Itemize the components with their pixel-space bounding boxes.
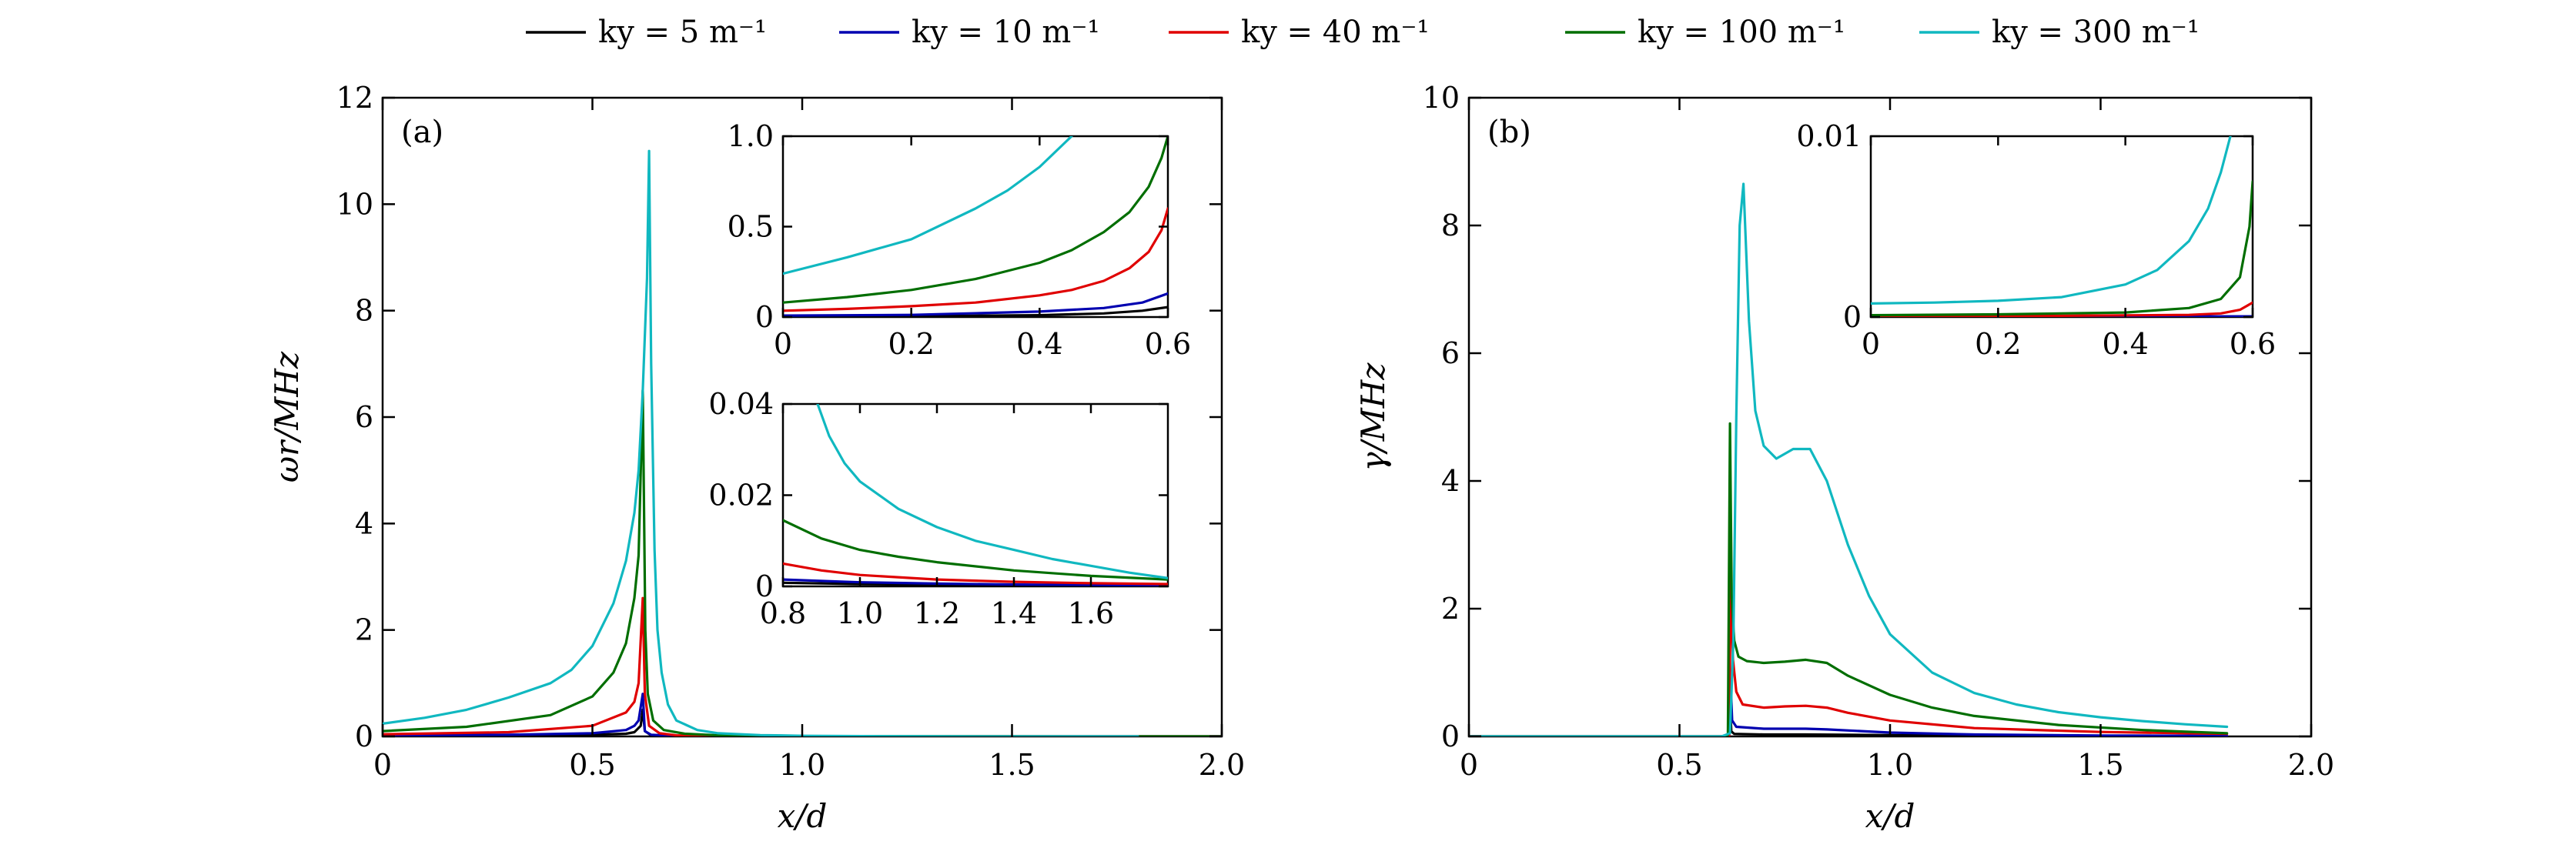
- panel-a-inset-0-series-group: [783, 136, 1168, 317]
- panel-a-inset-1-y-tick-label: 0.04: [708, 387, 774, 421]
- panel-a-inset-1-x-tick-label: 1.6: [1068, 596, 1114, 630]
- panel-b-inset-0-series-group: [1871, 136, 2253, 317]
- panel-a-inset-0-series-line-1: [783, 292, 1168, 317]
- panel-a-x-tick-label: 1.5: [989, 748, 1035, 782]
- panel-b-inset-0-series-line-4: [1871, 136, 2232, 305]
- panel-a-inset-1-series-group: [783, 404, 1168, 586]
- panel-a-inset-0-series-line-3: [783, 136, 1168, 304]
- panel-a-x-tick-label: 0.5: [569, 748, 615, 782]
- panel-a-inset-0-x-tick-label: 0.4: [1016, 327, 1062, 361]
- panel-a-y-tick-label: 0: [355, 719, 373, 753]
- panel-b-y-axis-label: γ/MHz: [1354, 362, 1392, 472]
- panel-a-inset-0-x-tick-label: 0.6: [1145, 327, 1191, 361]
- panel-a-inset-1-x-tick-label: 1.4: [991, 596, 1037, 630]
- panel-a-x-tick-label: 2.0: [1199, 748, 1245, 782]
- panel-a-inset-1-frame: [781, 402, 1169, 588]
- panel-a-inset-0-y-tick-label: 0: [755, 300, 774, 334]
- panel-b-inset-0-series-line-2: [1871, 301, 2253, 317]
- panel-b-y-tick-label: 2: [1441, 592, 1460, 626]
- panel-a-y-tick-label: 8: [355, 294, 373, 328]
- legend-label-0: ky = 5 m⁻¹: [598, 15, 767, 50]
- legend-label-2: ky = 40 m⁻¹: [1241, 15, 1429, 50]
- panel-a-frame: [381, 96, 1223, 738]
- panel-a-series-line-3: [383, 389, 1222, 736]
- panel-a-y-tick-label: 10: [336, 187, 373, 221]
- legend-label-4: ky = 300 m⁻¹: [1992, 15, 2200, 50]
- panel-a-inset-0: 0 0.2 0.4 0.6 0 0.5 1.0: [728, 119, 1192, 361]
- panel-b-y-tick-label: 0: [1441, 719, 1460, 753]
- panel-a-x-tick-label: 1.0: [779, 748, 825, 782]
- panel-b-frame: [1467, 96, 2313, 738]
- panel-b-y-tick-label: 8: [1441, 209, 1460, 242]
- panel-a-inset-0-series-line-4: [783, 136, 1073, 275]
- panel-a-y-tick-label: 6: [355, 400, 373, 434]
- panel-a: 0 0.5 1.0 1.5 2.0 0 2 4 6 8 10 12 (a) x/d ωr/MHz 0 0.2 0.…: [268, 81, 1245, 835]
- panel-b-series-line-4: [1469, 182, 2229, 736]
- panel-a-inset-1-x-tick-label: 0.8: [760, 596, 806, 630]
- panel-b-x-tick-label: 1.0: [1867, 748, 1913, 782]
- panel-a-inset-0-x-tick-label: 0.2: [888, 327, 934, 361]
- panel-a-y-tick-label: 2: [355, 613, 373, 647]
- panel-b-inset-0-frame: [1869, 135, 2254, 319]
- panel-b-x-tick-label: 0.5: [1656, 748, 1702, 782]
- panel-a-label: (a): [401, 115, 443, 150]
- panel-a-inset-0-x-tick-label: 0: [774, 327, 792, 361]
- panel-b-inset-0-x-tick-label: 0: [1862, 327, 1880, 361]
- panel-a-y-axis-label: ωr/MHz: [268, 351, 306, 482]
- panel-b-inset-0-series-line-3: [1871, 180, 2253, 317]
- panel-b: 0 0.5 1.0 1.5 2.0 0 2 4 6 8 10 (b) x/d γ/MHz 0 0.2 0.4 0.…: [1354, 81, 2334, 835]
- panel-b-x-tick-label: 2.0: [2288, 748, 2334, 782]
- panel-b-inset-0-x-tick-label: 0.6: [2230, 327, 2276, 361]
- panel-b-inset-0-y-tick-label: 0.01: [1796, 119, 1862, 153]
- panel-a-inset-1-y-tick-label: 0: [755, 569, 774, 603]
- panel-b-x-tick-label: 1.5: [2077, 748, 2123, 782]
- panel-b-y-tick-label: 6: [1441, 336, 1460, 370]
- panel-a-x-tick-label: 0: [373, 748, 392, 782]
- panel-b-series-group: [1469, 182, 2229, 736]
- panel-a-inset-0-y-tick-label: 0.5: [728, 210, 774, 244]
- panel-b-inset-0-x-tick-label: 0.2: [1975, 327, 2021, 361]
- legend: ky = 5 m⁻¹ ky = 10 m⁻¹ ky = 40 m⁻¹ ky = 100…: [526, 15, 2200, 50]
- panel-a-inset-0-series-line-2: [783, 207, 1168, 312]
- panel-a-series-line-4: [383, 149, 1139, 736]
- legend-label-3: ky = 100 m⁻¹: [1638, 15, 1845, 50]
- panel-b-series-line-3: [1469, 422, 2229, 736]
- panel-a-y-tick-label: 4: [355, 506, 373, 540]
- panel-b-inset-0: 0 0.2 0.4 0.6 0 0.01: [1796, 119, 2276, 361]
- panel-a-inset-1-x-tick-label: 1.2: [914, 596, 960, 630]
- panel-a-inset-1-series-line-3: [783, 519, 1168, 581]
- panel-b-inset-0-x-tick-label: 0.4: [2102, 327, 2148, 361]
- panel-b-x-tick-label: 0: [1460, 748, 1478, 782]
- panel-a-inset-1: 0.8 1.0 1.2 1.4 1.6 0 0.02 0.04: [708, 387, 1169, 630]
- panel-b-series-line-2: [1469, 569, 2229, 736]
- panel-b-y-tick-label: 10: [1423, 81, 1460, 115]
- panel-a-series-group: [383, 149, 1222, 736]
- panel-b-y-tick-label: 4: [1441, 464, 1460, 498]
- panel-b-series-line-1: [1469, 677, 2229, 736]
- panel-b-inset-0-y-tick-label: 0: [1843, 300, 1862, 334]
- legend-label-1: ky = 10 m⁻¹: [912, 15, 1099, 50]
- panel-a-inset-1-series-line-1: [783, 578, 1168, 586]
- panel-a-inset-1-y-tick-label: 0.02: [708, 479, 774, 512]
- panel-a-inset-1-series-line-4: [816, 404, 1168, 579]
- panel-b-x-axis-label: x/d: [1865, 797, 1915, 835]
- panel-a-inset-1-x-tick-label: 1.0: [837, 596, 883, 630]
- panel-b-label: (b): [1487, 115, 1531, 150]
- panel-a-x-axis-label: x/d: [778, 797, 828, 835]
- panel-a-y-tick-label: 12: [336, 81, 373, 115]
- panel-a-inset-0-y-tick-label: 1.0: [728, 119, 774, 153]
